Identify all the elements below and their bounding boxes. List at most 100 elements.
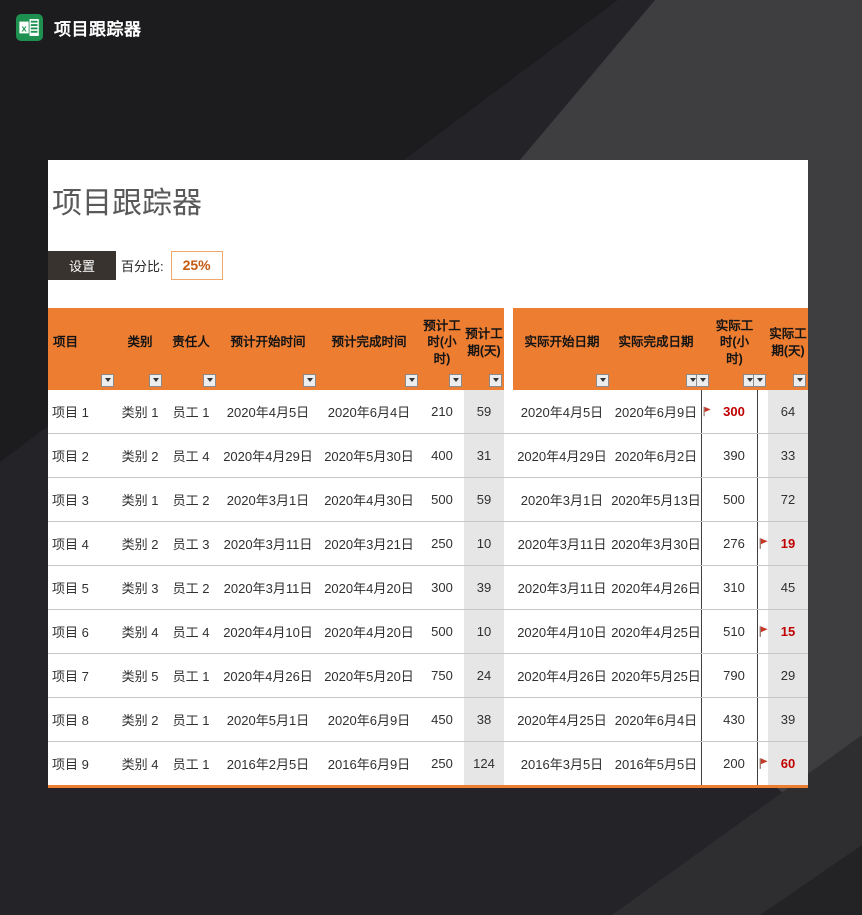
cell-actual-days: 19 xyxy=(768,521,808,565)
cell-actual-start: 2020年3月11日 xyxy=(517,580,607,596)
worksheet-panel: 项目跟踪器 设置 百分比: 25% 项目 类别 责任人 预计开始时间 xyxy=(48,160,808,788)
cell-actual-start: 2020年4月26日 xyxy=(517,668,607,684)
cell-days-flag xyxy=(758,478,768,521)
cell-actual-end: 2020年6月4日 xyxy=(614,712,698,728)
filter-dropdown-button[interactable] xyxy=(303,373,316,387)
cell-owner: 员工 1 xyxy=(172,404,210,420)
cell-hours-flag xyxy=(701,433,711,477)
filter-dropdown-button[interactable] xyxy=(203,373,216,387)
cell-category: 类别 1 xyxy=(121,492,159,508)
cell-actual-end: 2020年6月9日 xyxy=(614,404,698,420)
cell-plan-days: 31 xyxy=(464,433,504,477)
cell-owner: 员工 1 xyxy=(172,668,210,684)
caret-down-icon xyxy=(452,378,459,385)
cell-plan-start: 2020年4月29日 xyxy=(223,448,313,464)
cell-plan-hours: 400 xyxy=(431,447,453,463)
cell-actual-hours: 790 xyxy=(711,653,758,697)
cell-actual-hours: 390 xyxy=(711,433,758,477)
cell-plan-hours: 450 xyxy=(431,711,453,727)
table-body: 项目 1 类别 1 员工 1 2020年4月5日 2020年6月4日 210 5… xyxy=(48,389,808,785)
table-row: 项目 6 类别 4 员工 4 2020年4月10日 2020年4月20日 500… xyxy=(48,609,808,654)
cell-days-flag xyxy=(758,742,768,785)
caret-down-icon xyxy=(689,378,696,385)
cell-category: 类别 2 xyxy=(121,536,159,552)
column-header-actual-days: 实际工期(天) xyxy=(768,308,808,390)
cell-plan-end: 2016年6月9日 xyxy=(327,756,411,772)
cell-owner: 员工 1 xyxy=(172,712,210,728)
cell-actual-end: 2020年6月2日 xyxy=(614,448,698,464)
cell-project: 项目 7 xyxy=(52,668,89,684)
filter-dropdown-button[interactable] xyxy=(596,373,609,387)
cell-project: 项目 8 xyxy=(52,712,89,728)
cell-plan-end: 2020年6月9日 xyxy=(327,712,411,728)
cell-plan-start: 2020年4月26日 xyxy=(223,668,313,684)
cell-project: 项目 4 xyxy=(52,536,89,552)
excel-icon: x xyxy=(16,13,43,41)
cell-category: 类别 2 xyxy=(121,448,159,464)
cell-project: 项目 2 xyxy=(52,448,89,464)
cell-actual-end: 2016年5月5日 xyxy=(614,756,698,772)
cell-actual-start: 2020年4月10日 xyxy=(517,624,607,640)
caret-down-icon xyxy=(599,378,606,385)
table-row: 项目 1 类别 1 员工 1 2020年4月5日 2020年6月4日 210 5… xyxy=(48,389,808,434)
percent-input[interactable]: 25% xyxy=(170,250,223,280)
cell-plan-hours: 210 xyxy=(431,403,453,419)
cell-hours-flag xyxy=(701,653,711,697)
cell-actual-start: 2016年3月5日 xyxy=(520,756,604,772)
cell-plan-days: 10 xyxy=(464,609,504,653)
cell-section-gap xyxy=(504,742,513,785)
cell-section-gap xyxy=(504,566,513,609)
cell-category: 类别 3 xyxy=(121,580,159,596)
filter-dropdown-button[interactable] xyxy=(149,373,162,387)
column-header-actual-end: 实际完成日期 xyxy=(611,308,701,390)
project-table: 项目 类别 责任人 预计开始时间 预计完成时间 预计工时(小时) xyxy=(48,307,808,788)
table-row: 项目 3 类别 1 员工 2 2020年3月1日 2020年4月30日 500 … xyxy=(48,477,808,522)
cell-actual-start: 2020年4月25日 xyxy=(517,712,607,728)
filter-dropdown-button[interactable] xyxy=(405,373,418,387)
cell-plan-end: 2020年5月30日 xyxy=(324,448,414,464)
filter-dropdown-button[interactable] xyxy=(101,373,114,387)
caret-down-icon xyxy=(492,378,499,385)
cell-owner: 员工 3 xyxy=(172,536,210,552)
cell-hours-flag xyxy=(701,741,711,785)
cell-days-flag xyxy=(758,566,768,609)
cell-section-gap xyxy=(504,434,513,477)
cell-days-flag xyxy=(758,434,768,477)
filter-dropdown-button[interactable] xyxy=(753,373,766,387)
column-header-days-flag xyxy=(753,308,768,390)
filter-dropdown-button[interactable] xyxy=(793,373,806,387)
cell-actual-hours: 300 xyxy=(711,389,758,433)
cell-project: 项目 6 xyxy=(52,624,89,640)
table-row: 项目 9 类别 4 员工 1 2016年2月5日 2016年6月9日 250 1… xyxy=(48,741,808,785)
red-flag-icon xyxy=(759,537,768,549)
cell-days-flag xyxy=(758,522,768,565)
column-header-project: 项目 xyxy=(48,308,116,390)
table-row: 项目 2 类别 2 员工 4 2020年4月29日 2020年5月30日 400… xyxy=(48,433,808,478)
cell-actual-end: 2020年4月25日 xyxy=(611,624,701,640)
caret-down-icon xyxy=(152,378,159,385)
cell-plan-end: 2020年6月4日 xyxy=(327,404,411,420)
cell-project: 项目 5 xyxy=(52,580,89,596)
caret-down-icon xyxy=(306,378,313,385)
filter-dropdown-button[interactable] xyxy=(449,373,462,387)
column-header-plan-end: 预计完成时间 xyxy=(318,308,420,390)
cell-plan-hours: 300 xyxy=(431,579,453,595)
cell-actual-hours: 310 xyxy=(711,565,758,609)
cell-category: 类别 5 xyxy=(121,668,159,684)
cell-plan-hours: 250 xyxy=(431,535,453,551)
cell-plan-hours: 500 xyxy=(431,623,453,639)
settings-button[interactable]: 设置 xyxy=(48,250,116,280)
cell-actual-days: 39 xyxy=(768,697,808,741)
red-flag-icon xyxy=(759,757,768,769)
svg-text:x: x xyxy=(21,23,27,33)
caret-down-icon xyxy=(746,378,753,385)
cell-days-flag xyxy=(758,654,768,697)
filter-dropdown-button[interactable] xyxy=(696,373,709,387)
section-divider xyxy=(504,307,513,390)
cell-days-flag xyxy=(758,610,768,653)
cell-owner: 员工 2 xyxy=(172,580,210,596)
percent-label: 百分比: xyxy=(121,258,164,274)
filter-dropdown-button[interactable] xyxy=(489,373,502,387)
cell-section-gap xyxy=(504,698,513,741)
cell-plan-end: 2020年4月20日 xyxy=(324,624,414,640)
